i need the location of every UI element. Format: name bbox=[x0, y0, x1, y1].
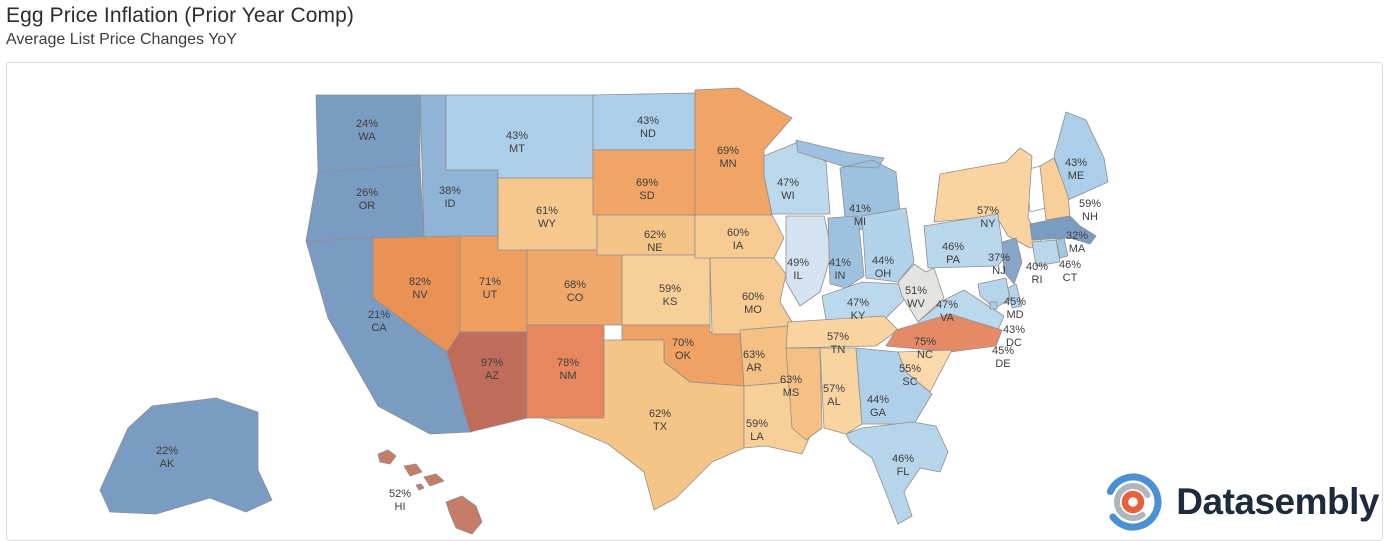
state-in[interactable] bbox=[827, 215, 865, 289]
state-label-hi: 52% HI bbox=[389, 488, 411, 513]
page-subtitle: Average List Price Changes YoY bbox=[6, 31, 237, 48]
state-label-ms: 63% MS bbox=[780, 374, 802, 399]
state-label-va: 47% VA bbox=[936, 299, 958, 324]
state-oh[interactable] bbox=[861, 207, 915, 283]
state-al[interactable] bbox=[819, 347, 863, 435]
state-pa[interactable] bbox=[923, 213, 1005, 269]
state-sc[interactable] bbox=[897, 349, 953, 393]
state-ny[interactable] bbox=[933, 147, 1045, 249]
state-label-mi: 41% MI bbox=[849, 203, 871, 228]
state-label-nd: 43% ND bbox=[637, 115, 659, 140]
datasembly-logo: Datasembly bbox=[1102, 471, 1379, 533]
state-label-wv: 51% WV bbox=[905, 285, 927, 310]
state-dc[interactable] bbox=[989, 301, 998, 310]
state-label-pa: 46% PA bbox=[942, 241, 964, 266]
state-mo[interactable] bbox=[709, 257, 793, 335]
state-nc[interactable] bbox=[885, 313, 1003, 353]
state-label-fl: 46% FL bbox=[892, 453, 914, 478]
state-fl[interactable] bbox=[845, 421, 949, 525]
state-label-me: 43% ME bbox=[1065, 157, 1087, 182]
state-label-dc: 43% DC bbox=[1003, 324, 1025, 349]
state-nj[interactable] bbox=[1001, 237, 1023, 285]
state-label-nv: 82% NV bbox=[409, 276, 431, 301]
state-ak[interactable] bbox=[99, 397, 273, 515]
state-label-ok: 70% OK bbox=[672, 337, 694, 362]
datasembly-logo-text: Datasembly bbox=[1176, 481, 1379, 522]
state-label-md: 45% MD bbox=[1004, 296, 1026, 321]
state-label-ny: 57% NY bbox=[977, 205, 999, 230]
state-md[interactable] bbox=[977, 277, 1011, 309]
state-label-nj: 37% NJ bbox=[988, 252, 1010, 277]
state-label-tx: 62% TX bbox=[649, 408, 671, 433]
state-label-al: 57% AL bbox=[823, 383, 845, 408]
state-label-oh: 44% OH bbox=[872, 255, 894, 280]
state-label-ct: 46% CT bbox=[1059, 259, 1081, 284]
state-label-az: 97% AZ bbox=[481, 357, 503, 382]
state-label-il: 49% IL bbox=[787, 257, 809, 282]
state-label-in: 41% IN bbox=[829, 257, 851, 282]
state-label-mo: 60% MO bbox=[742, 291, 764, 316]
state-ri[interactable] bbox=[1055, 237, 1069, 259]
state-tn[interactable] bbox=[785, 315, 899, 349]
state-de[interactable] bbox=[1007, 283, 1023, 309]
state-label-de: 45% DE bbox=[992, 345, 1014, 370]
state-il[interactable] bbox=[785, 215, 833, 307]
state-label-mt: 43% MT bbox=[506, 130, 528, 155]
state-label-sc: 55% SC bbox=[899, 363, 921, 388]
state-nh[interactable] bbox=[1039, 157, 1071, 221]
state-label-ar: 63% AR bbox=[743, 349, 765, 374]
state-label-id: 38% ID bbox=[439, 185, 461, 210]
state-label-ca: 21% CA bbox=[368, 309, 390, 334]
state-label-co: 68% CO bbox=[564, 279, 586, 304]
state-label-nm: 78% NM bbox=[557, 357, 579, 382]
state-label-mn: 69% MN bbox=[717, 145, 739, 170]
state-label-la: 59% LA bbox=[746, 418, 768, 443]
datasembly-logo-mark bbox=[1104, 473, 1162, 531]
state-label-ga: 44% GA bbox=[867, 394, 889, 419]
state-ia[interactable] bbox=[694, 214, 785, 259]
state-label-wi: 47% WI bbox=[777, 177, 799, 202]
state-label-ia: 60% IA bbox=[727, 227, 749, 252]
state-label-ne: 62% NE bbox=[644, 229, 666, 254]
state-ct[interactable] bbox=[1031, 239, 1061, 267]
state-label-ma: 32% MA bbox=[1066, 230, 1088, 255]
state-label-wa: 24% WA bbox=[356, 118, 378, 143]
state-wv[interactable] bbox=[897, 263, 945, 323]
state-label-ky: 47% KY bbox=[847, 297, 869, 322]
page-title: Egg Price Inflation (Prior Year Comp) bbox=[6, 4, 355, 27]
state-label-nh: 59% NH bbox=[1079, 198, 1101, 223]
state-label-ks: 59% KS bbox=[659, 283, 681, 308]
state-az[interactable] bbox=[446, 331, 528, 433]
state-label-wy: 61% WY bbox=[536, 205, 558, 230]
state-label-ri: 40% RI bbox=[1026, 261, 1048, 286]
state-hi[interactable] bbox=[377, 449, 483, 535]
state-label-or: 26% OR bbox=[356, 187, 378, 212]
state-label-ak: 22% AK bbox=[156, 445, 178, 470]
state-ms[interactable] bbox=[785, 347, 823, 441]
state-label-tn: 57% TN bbox=[827, 331, 849, 356]
state-label-ut: 71% UT bbox=[479, 276, 501, 301]
state-tx[interactable] bbox=[541, 339, 745, 511]
state-label-sd: 69% SD bbox=[636, 177, 658, 202]
state-ma[interactable] bbox=[1029, 215, 1097, 245]
state-label-nc: 75% NC bbox=[914, 336, 936, 361]
